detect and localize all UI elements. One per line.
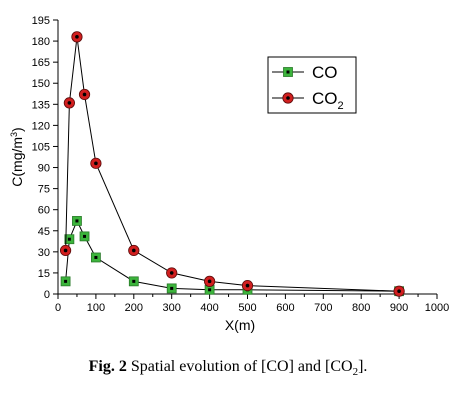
y-tick-label: 30: [38, 247, 50, 259]
data-point-center: [94, 255, 98, 259]
legend-box: [267, 56, 357, 114]
x-tick-label: 1000: [425, 302, 449, 314]
legend-marker-center: [286, 96, 290, 100]
y-tick-label: 0: [44, 289, 50, 301]
data-point-center: [67, 237, 71, 241]
y-tick-label: 15: [38, 268, 50, 280]
y-tick-label: 195: [32, 15, 50, 27]
data-point-center: [132, 279, 136, 283]
y-tick-label: 120: [32, 120, 50, 132]
data-point-center: [83, 234, 87, 238]
data-point-center: [75, 219, 79, 223]
data-point-center: [170, 286, 174, 290]
data-point-center: [208, 288, 212, 292]
y-tick-label: 150: [32, 78, 50, 90]
data-point-center: [245, 283, 250, 288]
data-point-center: [75, 35, 79, 39]
y-tick-label: 75: [38, 184, 50, 196]
caption-text: Spatial evolution of [CO] and [CO: [126, 358, 353, 375]
y-tick-label: 90: [38, 163, 50, 175]
y-tick-label: 135: [32, 99, 50, 111]
x-tick-label: 800: [352, 302, 370, 314]
axes: 0 100 200 300 400 500 600 700 800 900 1000 0 15 30 45…: [32, 15, 450, 314]
legend-items: CO CO2: [272, 63, 344, 112]
y-tick-label: 105: [32, 141, 50, 153]
data-point-center: [132, 248, 136, 253]
x-tick-label: 300: [163, 302, 181, 314]
x-tick-label: 700: [314, 302, 332, 314]
data-point-center: [67, 101, 72, 105]
x-axis-title: X(m): [225, 317, 255, 333]
x-tick-label: 200: [125, 302, 143, 314]
series-line: [65, 36, 400, 292]
x-tick-label: 100: [87, 302, 105, 314]
data-point-center: [207, 279, 212, 284]
x-tick-label: 900: [390, 302, 408, 314]
y-tick-label: 165: [32, 57, 50, 69]
series-group: [59, 31, 405, 297]
x-tick-label: 0: [55, 302, 61, 314]
x-ticks: 0 100 200 300 400 500 600 700 800 900 1000: [55, 294, 449, 314]
legend-label: CO2: [312, 89, 344, 112]
data-point-center: [94, 161, 98, 166]
y-tick-label: 45: [38, 226, 50, 238]
caption-label: Fig. 2: [88, 358, 127, 375]
legend-item: CO2: [272, 89, 344, 112]
y-tick-label: 180: [32, 36, 50, 48]
caption-text-end: ].: [358, 358, 368, 375]
legend-marker-center: [286, 70, 290, 74]
x-tick-label: 400: [200, 302, 218, 314]
data-point-center: [169, 271, 174, 275]
x-tick-label: 500: [238, 302, 256, 314]
legend-label: CO: [312, 63, 338, 82]
caption-subscript: 2: [352, 366, 359, 379]
data-point-center: [64, 279, 68, 283]
y-ticks: 0 15 30 45 60 75 90 105 120 135 150 165 180 195: [32, 15, 58, 301]
y-axis-title: C(mg/m3): [9, 127, 25, 186]
legend: CO CO2: [267, 56, 357, 114]
x-tick-label: 600: [276, 302, 294, 314]
y-tick-label: 60: [38, 205, 50, 217]
series-co2: [59, 31, 405, 297]
data-point-center: [63, 248, 68, 253]
figure-caption: Fig. 2 Spatial evolution of [CO] and [CO…: [0, 358, 456, 378]
data-point-center: [82, 92, 87, 97]
data-point-center: [397, 289, 401, 293]
series-line: [65, 219, 400, 292]
legend-item: CO: [272, 63, 338, 82]
